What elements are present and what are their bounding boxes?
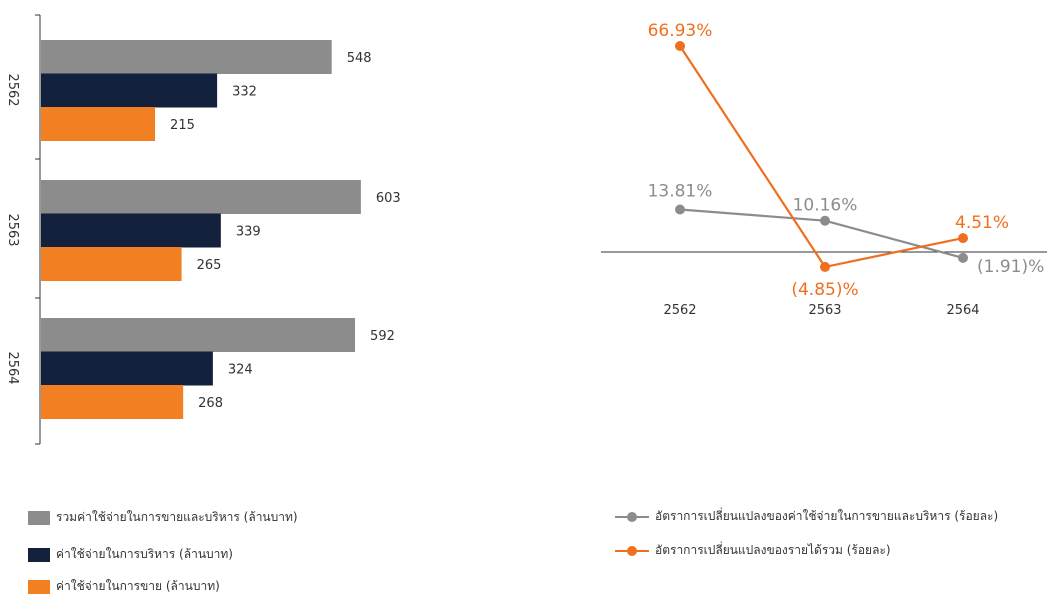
line-point-expense-2562 [675, 204, 685, 215]
bar-value-label-total-2564: 592 [370, 329, 395, 344]
bar-legend-label-total: รวมค่าใช้จ่ายในการขายและบริหาร (ล้านบาท) [56, 510, 298, 524]
line-legend-swatch-revenue [615, 544, 649, 558]
bar-value-label-admin-2563: 339 [236, 225, 261, 240]
line-data-label-expense-2563: 10.16% [793, 196, 858, 216]
bar-category-label-2562: 2562 [5, 73, 20, 106]
line-legend-label-revenue: อัตราการเปลี่ยนแปลงของรายได้รวม (ร้อยละ) [655, 543, 891, 557]
bar-admin-2562 [41, 73, 218, 108]
bar-total-2563 [41, 180, 361, 214]
line-legend-item-revenue: อัตราการเปลี่ยนแปลงของรายได้รวม (ร้อยละ) [615, 541, 891, 560]
line-data-label-expense-2564: (1.91)% [977, 257, 1044, 277]
line-series-revenue [679, 45, 964, 269]
bar-total-2562 [41, 40, 332, 74]
bar-value-label-admin-2564: 324 [228, 363, 253, 378]
bar-value-label-total-2562: 548 [347, 51, 372, 66]
bar-admin-2563 [41, 213, 221, 248]
line-x-tick-label-2564: 2564 [946, 303, 979, 318]
line-legend-label-expense: อัตราการเปลี่ยนแปลงของค่าใช้จ่ายในการขาย… [655, 509, 999, 523]
bar-total-2564 [41, 318, 356, 352]
line-data-label-expense-2562: 13.81% [648, 181, 713, 201]
bar-legend-label-admin: ค่าใช้จ่ายในการบริหาร (ล้านบาท) [56, 547, 233, 561]
bar-value-label-total-2563: 603 [376, 191, 401, 206]
bar-selling-2563 [41, 247, 182, 281]
bar-legend-label-selling: ค่าใช้จ่ายในการขาย (ล้านบาท) [56, 579, 220, 593]
line-series-expense [679, 208, 964, 259]
bar-selling-2562 [41, 107, 156, 141]
line-point-expense-2563 [820, 215, 830, 226]
line-point-revenue-2562 [675, 41, 685, 51]
bar-legend-item-selling: ค่าใช้จ่ายในการขาย (ล้านบาท) [28, 577, 220, 596]
bar-legend-item-admin: ค่าใช้จ่ายในการบริหาร (ล้านบาท) [28, 545, 233, 564]
line-point-expense-2564 [958, 252, 968, 263]
bar-legend-swatch-admin [28, 547, 50, 562]
line-data-label-revenue-2562: 66.93% [648, 21, 713, 41]
line-legend-swatch-expense [615, 510, 649, 524]
bar-value-label-admin-2562: 332 [232, 85, 257, 100]
bar-value-label-selling-2564: 268 [198, 396, 223, 411]
line-point-revenue-2563 [820, 261, 830, 272]
line-data-label-revenue-2563: (4.85)% [791, 280, 858, 300]
bar-value-label-selling-2562: 215 [170, 118, 195, 133]
line-legend-item-expense: อัตราการเปลี่ยนแปลงของค่าใช้จ่ายในการขาย… [615, 507, 998, 526]
line-data-label-revenue-2564: 4.51% [955, 213, 1009, 233]
line-x-tick-label-2563: 2563 [808, 303, 841, 318]
line-x-tick-label-2562: 2562 [663, 303, 696, 318]
bar-legend-swatch-total [28, 510, 50, 525]
bar-category-label-2563: 2563 [5, 213, 20, 246]
bar-legend-swatch-selling [28, 579, 50, 594]
bar-category-label-2564: 2564 [5, 351, 20, 384]
bar-value-label-selling-2563: 265 [197, 258, 222, 273]
bar-selling-2564 [41, 385, 184, 419]
bar-admin-2564 [41, 351, 213, 386]
bar-legend-item-total: รวมค่าใช้จ่ายในการขายและบริหาร (ล้านบาท) [28, 508, 298, 527]
line-point-revenue-2564 [958, 233, 968, 244]
